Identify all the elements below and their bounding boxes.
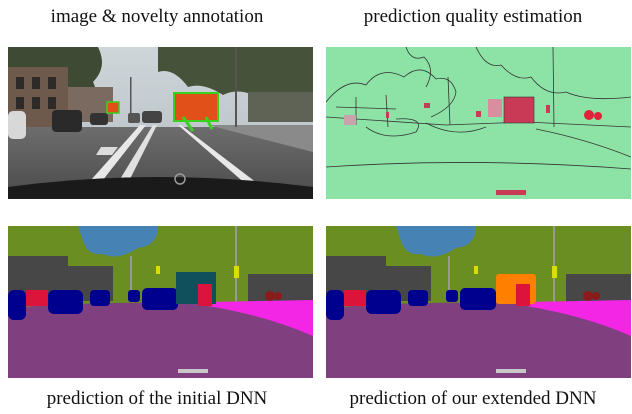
caption-image-novelty: image & novelty annotation (50, 6, 264, 27)
panel-initial-dnn (8, 226, 313, 378)
quality-map (326, 47, 631, 199)
panel-quality-estimation (326, 47, 631, 199)
caption-quality-estimation: prediction quality estimation (363, 6, 583, 27)
caption-initial-dnn: prediction of the initial DNN (46, 388, 268, 409)
segmentation-extended (326, 226, 631, 378)
camera-image (8, 47, 313, 199)
panel-camera-image (8, 47, 313, 199)
panel-extended-dnn (326, 226, 631, 378)
caption-extended-dnn: prediction of our extended DNN (349, 388, 597, 409)
segmentation-initial (8, 226, 313, 378)
